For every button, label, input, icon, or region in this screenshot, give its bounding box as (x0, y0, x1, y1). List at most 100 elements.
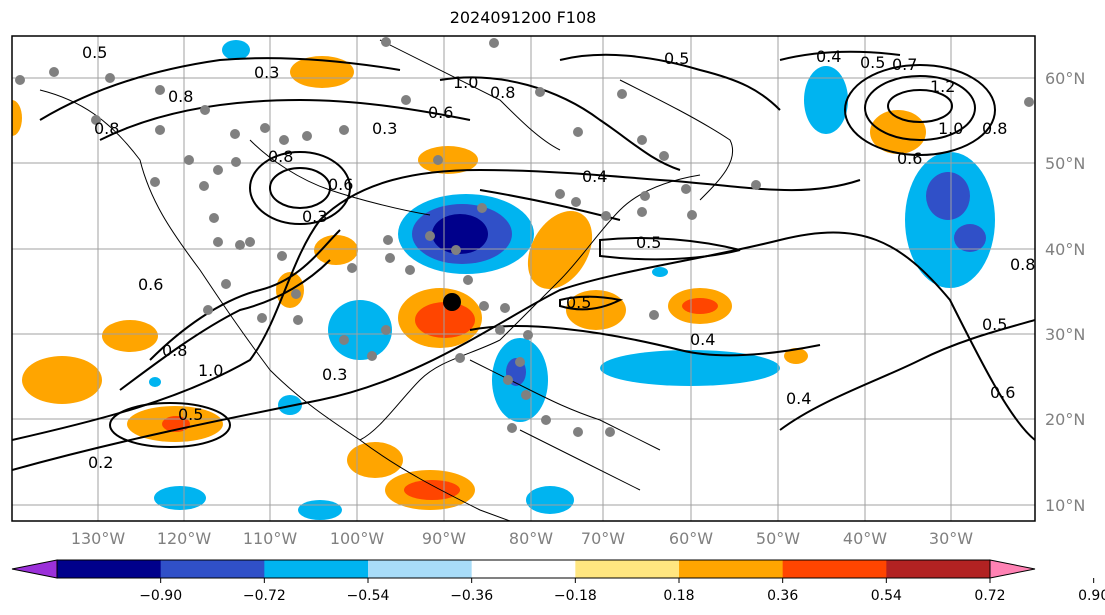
contour-label: 0.4 (690, 330, 715, 349)
lon-label: 40°W (843, 529, 887, 548)
contour-label: 0.7 (892, 55, 917, 74)
positive-anomaly (12, 100, 22, 136)
contour-label: 0.8 (268, 147, 293, 166)
negative-anomaly (298, 500, 342, 520)
lon-label: 30°W (929, 529, 973, 548)
colorbar-tick-label: −0.54 (347, 588, 390, 604)
positive-anomaly (290, 56, 354, 88)
lon-label: 80°W (509, 529, 553, 548)
contour-label: 0.6 (138, 275, 163, 294)
colorbar-tick-label: −0.72 (243, 588, 286, 604)
negative-anomaly (600, 350, 780, 386)
colorbar-tick-label: −0.36 (450, 588, 493, 604)
contour-label: 0.8 (168, 87, 193, 106)
contour-label: 0.4 (582, 167, 607, 186)
contour-label: 0.6 (990, 383, 1015, 402)
colorbar-tick-label: 0.36 (767, 588, 798, 604)
colorbar-segment (57, 560, 162, 578)
longitude-labels: 130°W 120°W 110°W 100°W 90°W 80°W 70°W 6… (71, 529, 973, 548)
contour-label: 0.3 (372, 119, 397, 138)
contour-label: 0.5 (982, 315, 1007, 334)
contour-label: 0.5 (860, 53, 885, 72)
contour-label: 0.8 (162, 341, 187, 360)
contour-label: 0.4 (786, 389, 811, 408)
negative-anomaly (804, 66, 848, 134)
colorbar: −0.90 −0.72 −0.54 −0.36 −0.18 0.18 0.36 0.54 0.7… (11, 559, 1105, 604)
positive-anomaly (566, 290, 626, 330)
colorbar-tick-label: −0.90 (139, 588, 182, 604)
lat-label: 50°N (1045, 154, 1085, 173)
contour-label: 0.6 (428, 103, 453, 122)
colorbar-segment (160, 560, 265, 578)
contour-label: 0.8 (1010, 255, 1035, 274)
contour-label: 0.6 (328, 175, 353, 194)
positive-anomaly (527, 211, 593, 289)
colorbar-segment (575, 560, 680, 578)
lon-label: 70°W (581, 529, 625, 548)
negative-anomaly (526, 486, 574, 514)
colorbar-segment (679, 560, 784, 578)
contour-label: 0.8 (982, 119, 1007, 138)
contour-label: 0.3 (302, 207, 327, 226)
map-border (11, 35, 1036, 522)
negative-anomaly-extreme (432, 214, 488, 254)
contour-label: 0.6 (897, 149, 922, 168)
contour-label: 0.3 (254, 63, 279, 82)
positive-anomaly (314, 235, 358, 265)
lat-label: 30°N (1045, 325, 1085, 344)
positive-anomaly (347, 442, 403, 478)
latitude-labels: 60°N 50°N 40°N 30°N 20°N 10°N (1045, 69, 1085, 515)
lon-label: 90°W (422, 529, 466, 548)
positive-anomaly (418, 146, 478, 174)
positive-anomaly-strong (682, 298, 718, 314)
contours (12, 50, 1035, 471)
colorbar-extend-high (989, 559, 1036, 579)
colorbar-tick-label: −0.18 (554, 588, 597, 604)
colorbar-extend-low (11, 559, 58, 579)
positive-anomaly-strong (415, 302, 475, 338)
negative-anomaly (905, 152, 995, 288)
lat-label: 40°N (1045, 240, 1085, 259)
contour-label: 1.2 (930, 77, 955, 96)
contour-label: 0.2 (88, 453, 113, 472)
contour-label: 0.8 (94, 119, 119, 138)
lat-label: 20°N (1045, 410, 1085, 429)
contour-label: 0.5 (566, 293, 591, 312)
contour-label: 1.0 (198, 361, 223, 380)
contour-label: 0.8 (490, 83, 515, 102)
map-title: 2024091200 F108 (449, 8, 597, 27)
lon-label: 100°W (330, 529, 385, 548)
colorbar-segment (782, 560, 887, 578)
lon-label: 60°W (669, 529, 713, 548)
contour-label: 0.5 (178, 405, 203, 424)
positive-anomaly-strong (404, 480, 460, 500)
colorbar-segment (264, 560, 369, 578)
lat-label: 10°N (1045, 496, 1085, 515)
contour-label: 0.5 (82, 43, 107, 62)
negative-anomaly (154, 486, 206, 510)
positive-anomaly (102, 320, 158, 352)
contour-label: 0.3 (322, 365, 347, 384)
contour-label: 0.5 (664, 49, 689, 68)
lat-label: 60°N (1045, 69, 1085, 88)
colorbar-tick-label: 0.90 (1078, 588, 1105, 604)
colorbar-tick-label: 0.54 (871, 588, 902, 604)
colorbar-tick-label: 0.18 (663, 588, 694, 604)
colorbar-frame (56, 559, 991, 579)
station-dots (15, 37, 1034, 437)
positive-anomaly (22, 356, 102, 404)
positive-anomaly (784, 348, 808, 364)
lon-label: 50°W (756, 529, 800, 548)
lon-label: 120°W (157, 529, 212, 548)
colorbar-segment (368, 560, 473, 578)
negative-anomaly (149, 377, 161, 387)
negative-anomaly (278, 395, 302, 415)
contour-labels: 0.5 0.8 0.3 1.0 0.8 0.6 0.8 0.5 0.4 0.7 … (82, 43, 1035, 472)
negative-anomaly-strong (954, 224, 986, 252)
contour-label: 1.0 (938, 119, 963, 138)
contour-label: 0.5 (636, 233, 661, 252)
map-panel (12, 36, 1035, 521)
lon-label: 130°W (71, 529, 126, 548)
colorbar-tick-label: 0.72 (974, 588, 1005, 604)
